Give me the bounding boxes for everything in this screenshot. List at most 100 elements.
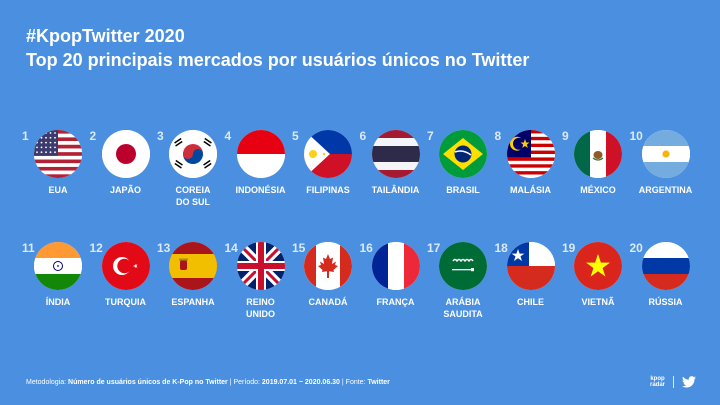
market-item: 3 COREIA DO SUL [157, 126, 223, 226]
market-label: VIETNÃ [556, 296, 640, 308]
market-item: 11 ÍNDIA [22, 238, 88, 338]
market-label: REINO UNIDO [219, 296, 303, 320]
indonesia-flag-icon [236, 130, 285, 178]
market-label-line: TAILÂNDIA [371, 185, 420, 195]
brand: kpop radar [650, 374, 696, 390]
market-item: 10 ARGENTINA [630, 126, 696, 226]
market-rank: 14 [224, 241, 238, 255]
market-item: 2 JAPÃO [90, 126, 156, 226]
market-item: 13 ESPANHA [157, 238, 223, 338]
market-label-line: RÚSSIA [648, 297, 683, 307]
market-rank: 15 [292, 241, 306, 255]
market-label-line: FRANÇA [376, 297, 415, 307]
market-label: MALÁSIA [489, 184, 573, 196]
market-item: 5 FILIPINAS [292, 126, 358, 226]
philippines-flag-icon [304, 130, 352, 178]
saudi-arabia-flag-icon [439, 242, 487, 290]
market-item: 7 BRASIL [427, 126, 493, 226]
argentina-flag-icon [641, 130, 690, 178]
market-label-line: UNIDO [246, 309, 275, 319]
header: #KpopTwitter 2020 Top 20 principais merc… [26, 24, 529, 72]
market-rank: 1 [22, 129, 29, 143]
market-label-line: REINO [246, 297, 275, 307]
market-item: 18 CHILE [495, 238, 561, 338]
market-label: INDONÉSIA [219, 184, 303, 196]
market-label-line: ARGENTINA [638, 185, 693, 195]
markets-row-1: 1 EUA 2 JAPÃO 3 COREIA DO SUL 4 INDONÉSIA 5 FILI… [22, 126, 702, 238]
malaysia-flag-icon [506, 130, 555, 178]
market-label-line: ESPANHA [171, 297, 215, 307]
market-label-line: COREIA [175, 185, 211, 195]
market-rank: 6 [359, 129, 367, 143]
market-rank: 2 [89, 129, 97, 143]
market-item: 20 RÚSSIA [630, 238, 696, 338]
usa-flag-icon [34, 130, 82, 178]
market-label: COREIA DO SUL [151, 184, 235, 208]
market-item: 19 VIETNÃ [562, 238, 628, 338]
market-label-line: VIETNÃ [581, 297, 615, 307]
russia-flag-icon [641, 242, 690, 290]
uk-flag-icon [236, 242, 285, 290]
market-label-line: ARÁBIA [445, 297, 481, 307]
hashtag-title: #KpopTwitter 2020 [26, 26, 185, 46]
methodology-label: Metodologia: [26, 379, 67, 386]
thailand-flag-icon [371, 130, 420, 178]
market-label: TAILÂNDIA [354, 184, 438, 196]
market-item: 1 EUA [22, 126, 88, 226]
market-item: 12 TURQUIA [90, 238, 156, 338]
kpop-radar-logo: kpop radar [650, 376, 665, 388]
market-label-line: SAUDITA [443, 309, 483, 319]
market-rank: 4 [224, 129, 232, 143]
market-rank: 10 [629, 129, 643, 143]
market-label: MÉXICO [556, 184, 640, 196]
india-flag-icon [34, 242, 82, 290]
market-label: TURQUIA [84, 296, 168, 308]
france-flag-icon [371, 242, 420, 290]
market-label: FILIPINAS [286, 184, 370, 196]
markets-row-2: 11 ÍNDIA 12 TURQUIA 13 ESPANHA 14 REINO UNID… [22, 238, 702, 350]
market-rank: 13 [157, 241, 171, 255]
market-rank: 20 [629, 241, 643, 255]
market-rank: 11 [22, 241, 35, 255]
chile-flag-icon [506, 242, 555, 290]
market-rank: 19 [562, 241, 576, 255]
market-rank: 12 [89, 241, 103, 255]
market-item: 14 REINO UNIDO [225, 238, 291, 338]
logo-line-2: radar [649, 382, 665, 388]
market-label: CHILE [489, 296, 573, 308]
market-label: JAPÃO [84, 184, 168, 196]
period-value: 2019.07.01 ~ 2020.06.30 [261, 379, 340, 386]
market-label-line: JAPÃO [109, 185, 141, 195]
market-label-line: FILIPINAS [306, 185, 350, 195]
market-item: 4 INDONÉSIA [225, 126, 291, 226]
market-label: CANADÁ [286, 296, 370, 308]
canada-flag-icon [304, 242, 352, 290]
market-label: ÍNDIA [16, 296, 100, 308]
market-item: 8 MALÁSIA [495, 126, 561, 226]
market-label: FRANÇA [354, 296, 438, 308]
market-item: 16 FRANÇA [360, 238, 426, 338]
market-label: BRASIL [421, 184, 505, 196]
market-label-line: CANADÁ [308, 297, 348, 307]
market-label: EUA [16, 184, 100, 196]
brand-divider [673, 376, 674, 388]
spain-flag-icon [169, 242, 217, 290]
market-label: ESPANHA [151, 296, 235, 308]
methodology-value: Número de usuários únicos de K-Pop no Tw… [68, 379, 228, 386]
market-rank: 17 [427, 241, 441, 255]
vietnam-flag-icon [574, 242, 622, 290]
market-label-line: INDONÉSIA [235, 185, 286, 195]
south-korea-flag-icon [169, 130, 217, 178]
market-label-line: ÍNDIA [45, 297, 71, 307]
market-rank: 5 [292, 129, 299, 143]
market-item: 15 CANADÁ [292, 238, 358, 338]
market-rank: 3 [157, 129, 164, 143]
mexico-flag-icon [574, 130, 622, 178]
brazil-flag-icon [439, 130, 487, 178]
market-label-line: BRASIL [446, 185, 480, 195]
source-value: Twitter [367, 379, 390, 386]
market-rank: 9 [562, 129, 569, 143]
market-label-line: MALÁSIA [510, 185, 551, 195]
market-item: 9 MÉXICO [562, 126, 628, 226]
market-label: RÚSSIA [624, 296, 708, 308]
